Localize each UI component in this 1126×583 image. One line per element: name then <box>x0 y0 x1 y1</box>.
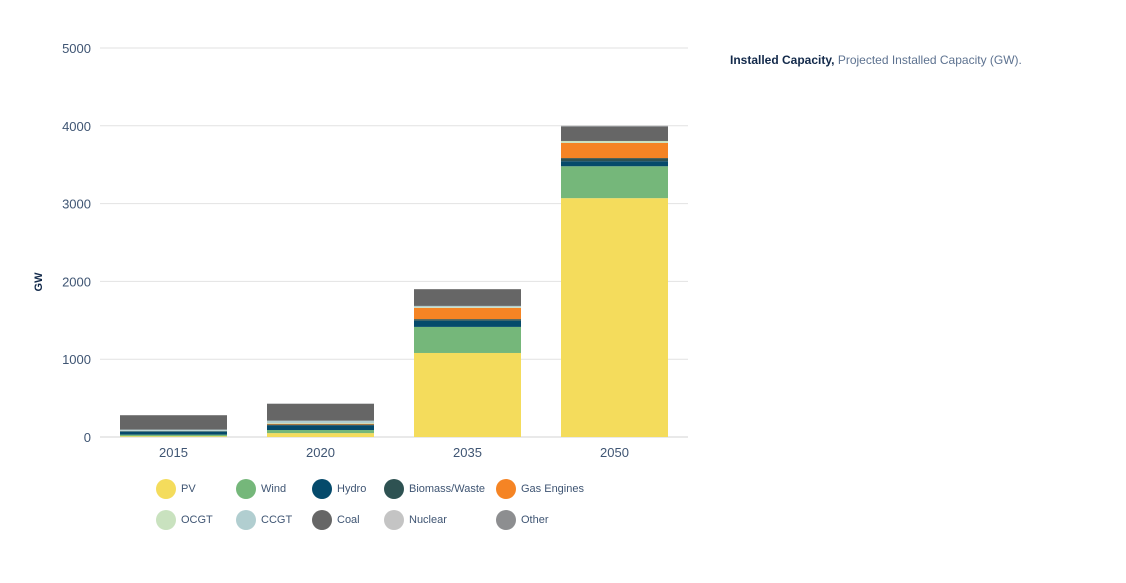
bar-segment-hydro <box>561 161 668 167</box>
bar-segment-gas-engines <box>414 307 521 320</box>
legend-item: Hydro <box>312 478 384 499</box>
bar-segment-gas-engines <box>267 423 374 425</box>
legend-label: Wind <box>261 482 287 495</box>
bar-segment-pv <box>414 352 521 437</box>
bar-segment-pv <box>561 198 668 437</box>
bar-segment-ocgt <box>561 140 668 143</box>
chart-caption: Installed Capacity, Projected Installed … <box>730 51 1040 69</box>
legend-swatch <box>384 478 404 499</box>
y-tick-label: 3000 <box>62 197 91 212</box>
bar-segment-hydro <box>414 320 521 327</box>
y-axis-label: GW <box>33 272 45 292</box>
legend-label: PV <box>181 482 196 495</box>
legend-swatch <box>156 478 176 499</box>
bar-segment-coal <box>561 126 668 141</box>
legend-swatch <box>156 509 176 530</box>
legend-swatch <box>236 478 256 499</box>
bar-segment-ocgt <box>267 422 374 424</box>
bar-segment-coal <box>120 415 227 430</box>
legend-item: Nuclear <box>384 509 496 530</box>
bar-segment-wind <box>414 326 521 353</box>
bar-stack-2050 <box>561 125 668 437</box>
bar-stack-2020 <box>267 403 374 437</box>
y-tick-label: 1000 <box>62 352 91 367</box>
legend-row: PV Wind Hydro Biomass/Waste Gas Engines <box>156 473 616 504</box>
bar-segment-wind <box>120 434 227 437</box>
legend-swatch <box>312 478 332 499</box>
legend-swatch <box>496 478 516 499</box>
bar-stack-2015 <box>120 415 227 437</box>
bar-segment-biomass-waste <box>414 319 521 321</box>
bar-segment-coal <box>414 289 521 306</box>
bar-segment-ocgt <box>414 307 521 308</box>
legend-label: Coal <box>337 513 360 526</box>
bar-segment-other <box>561 125 668 127</box>
legend-swatch <box>312 509 332 530</box>
bar-segment-biomass-waste <box>267 424 374 426</box>
bar-segment-pv <box>267 433 374 437</box>
x-axis-ticks: 2015 2020 2035 2050 <box>159 445 629 460</box>
legend-item: PV <box>156 478 236 499</box>
x-tick-label: 2015 <box>159 445 188 460</box>
x-tick-label: 2050 <box>600 445 629 460</box>
x-tick-label: 2035 <box>453 445 482 460</box>
legend-label: Hydro <box>337 482 367 495</box>
bar-segment-wind <box>267 429 374 434</box>
bar-segment-ccgt <box>414 305 521 308</box>
legend-item: OCGT <box>156 509 236 530</box>
bar-segment-ccgt <box>267 420 374 423</box>
legend-label: Other <box>521 513 549 526</box>
bar-segment-pv <box>120 436 227 437</box>
bar-segment-ccgt <box>120 429 227 431</box>
legend-item: Gas Engines <box>496 478 596 499</box>
legend-item: CCGT <box>236 509 312 530</box>
bar-segment-biomass-waste <box>561 158 668 162</box>
legend-row: OCGT CCGT Coal Nuclear Other <box>156 504 616 535</box>
legend-item: Coal <box>312 509 384 530</box>
x-tick-label: 2020 <box>306 445 335 460</box>
legend-swatch <box>384 509 404 530</box>
bar-segment-hydro <box>267 425 374 430</box>
y-tick-label: 2000 <box>62 274 91 289</box>
legend-swatch <box>236 509 256 530</box>
bar-segment-wind <box>561 166 668 199</box>
bar-segment-gas-engines <box>561 142 668 159</box>
legend-swatch <box>496 509 516 530</box>
legend-item: Biomass/Waste <box>384 478 496 499</box>
legend-label: Nuclear <box>409 513 447 526</box>
bar-segment-hydro <box>120 431 227 435</box>
bar-segment-coal <box>267 403 374 421</box>
legend-label: Biomass/Waste <box>409 482 486 495</box>
y-tick-label: 4000 <box>62 119 91 134</box>
caption-title: Installed Capacity, <box>730 53 835 67</box>
bar-stack-2035 <box>414 289 521 437</box>
y-tick-label: 0 <box>84 430 91 445</box>
stacked-bar-chart: 0 1000 2000 3000 4000 5000 2015 2020 2035 2050 G… <box>33 41 688 460</box>
y-tick-label: 5000 <box>62 41 91 56</box>
legend-label: Gas Engines <box>521 482 584 495</box>
legend-item: Wind <box>236 478 312 499</box>
legend-item: Other <box>496 509 596 530</box>
y-axis-ticks: 0 1000 2000 3000 4000 5000 <box>62 41 91 445</box>
legend-label: CCGT <box>261 513 293 526</box>
bars <box>120 125 668 437</box>
legend-label: OCGT <box>181 513 213 526</box>
caption-text: Projected Installed Capacity (GW). <box>834 53 1022 67</box>
legend: PV Wind Hydro Biomass/Waste Gas Engines OCGT… <box>156 473 616 535</box>
